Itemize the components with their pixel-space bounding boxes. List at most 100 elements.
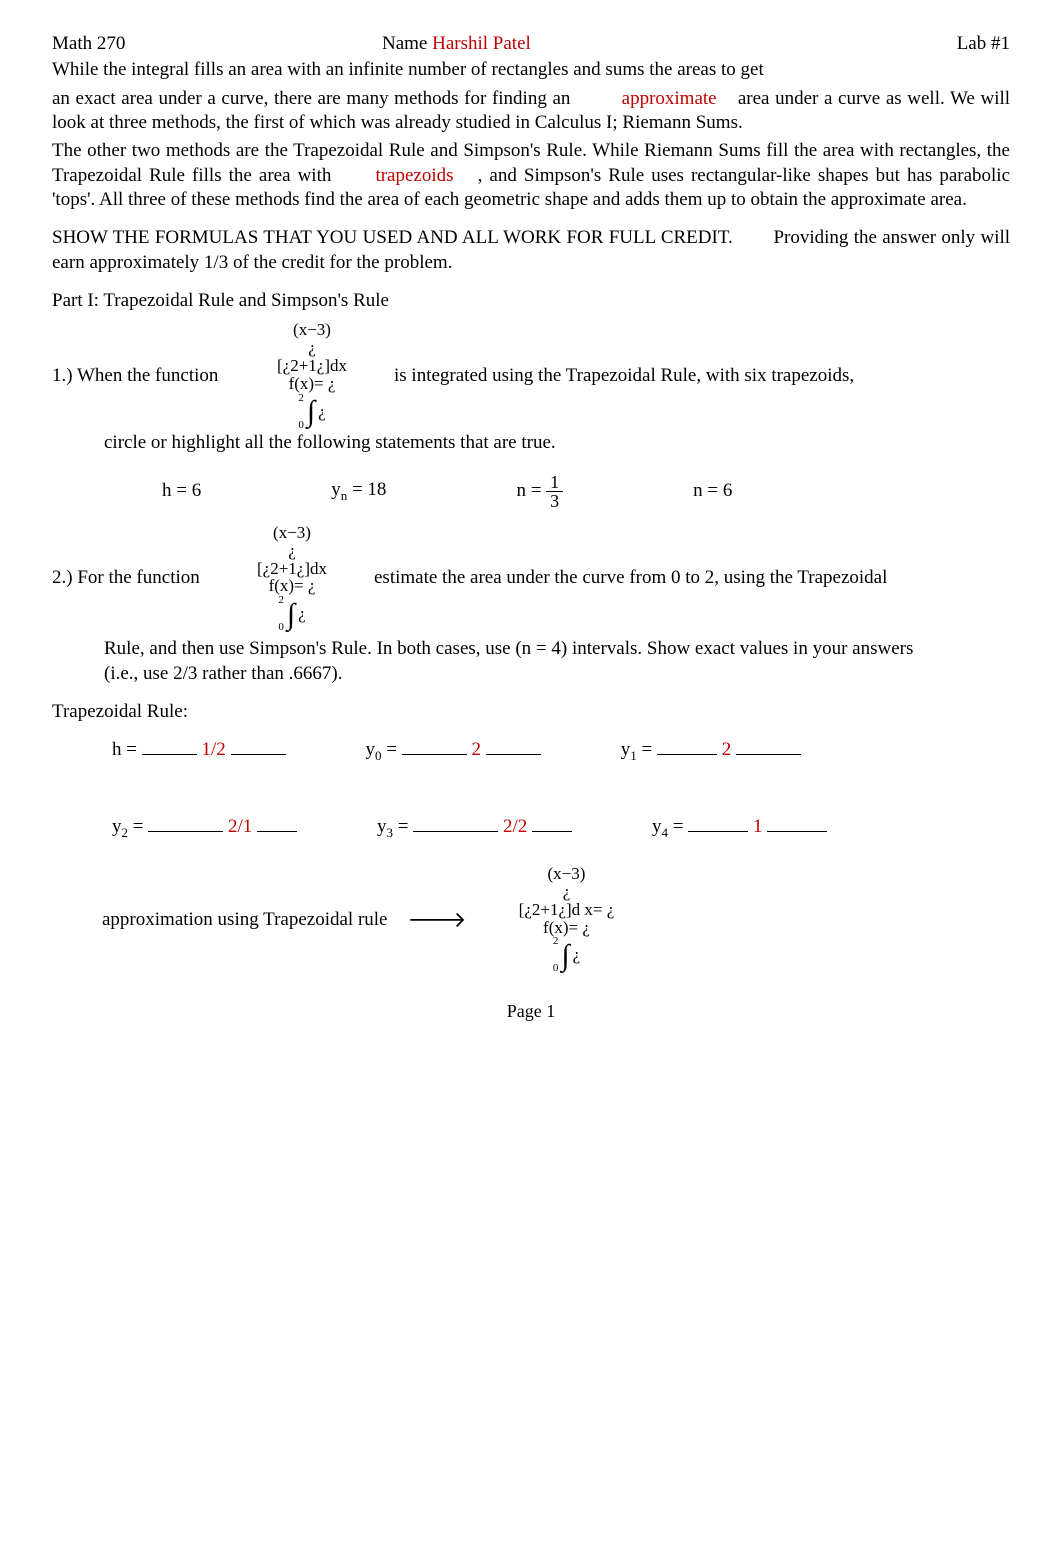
choice-2-rest: = 18 (347, 479, 386, 500)
int-limits: 2 0 (298, 393, 304, 431)
integral-icon: ∫ (307, 398, 315, 425)
math-int: 2 0 ∫ ¿ (222, 595, 362, 633)
y2-value: 2/1 (228, 816, 252, 837)
h-item: h = 1/2 (112, 738, 286, 762)
blank (142, 754, 197, 755)
math-l2: ¿ (222, 542, 362, 560)
name-block: Name Harshil Patel (382, 32, 930, 56)
math-int: 2 0 ∫ ¿ (242, 393, 382, 431)
trap-title: Trapezoidal Rule: (52, 700, 1010, 724)
y0-label: y (366, 739, 376, 760)
y4-label: y (652, 816, 662, 837)
choice-4: n = 6 (693, 479, 732, 503)
math-l1: (x−3) (222, 524, 362, 542)
choice-2: yn = 18 (331, 478, 386, 504)
math-l4: f(x)= ¿ (242, 375, 382, 393)
h-label: h = (112, 739, 142, 760)
math-l2: ¿ (242, 339, 382, 357)
q1-lead: 1.) When the function (52, 364, 242, 388)
math-l3: [¿2+1¿]dx (222, 560, 362, 578)
math-l4: f(x)= ¿ (486, 919, 646, 937)
course-code: Math 270 (52, 32, 382, 56)
int-lower: 0 (553, 963, 559, 974)
math-int: 2 0 ∫ ¿ (486, 936, 646, 974)
choice-1: h = 6 (162, 479, 201, 503)
blank (148, 831, 223, 832)
y0-item: y0 = 2 (366, 738, 541, 764)
y1-item: y1 = 2 (621, 738, 801, 764)
blank (736, 754, 801, 755)
choice-3-lead: n = (516, 480, 546, 501)
blank (532, 831, 572, 832)
math-l1: (x−3) (242, 321, 382, 339)
choice-3: n = 1 3 (516, 473, 563, 510)
q2-lead: 2.) For the function (52, 566, 222, 590)
intro-line-2: an exact area under a curve, there are m… (52, 87, 1010, 136)
blank (688, 831, 748, 832)
lab-number: Lab #1 (930, 32, 1010, 56)
integral-icon: ∫ (561, 942, 569, 969)
intro-para-2: The other two methods are the Trapezoida… (52, 139, 1010, 212)
q1-tail: is integrated using the Trapezoidal Rule… (382, 364, 1010, 388)
approx-math: (x−3) ¿ [¿2+1¿]d x= ¿ f(x)= ¿ 2 0 ∫ ¿ (486, 865, 646, 974)
integral-icon: ∫ (287, 601, 295, 628)
math-l3: [¿2+1¿]dx (242, 357, 382, 375)
y2-item: y2 = 2/1 (112, 815, 297, 841)
int-upper: 2 (553, 936, 559, 947)
int-body: ¿ (573, 946, 581, 964)
name-label: Name (382, 33, 427, 54)
page-number: Page 1 (52, 1000, 1010, 1023)
blank (413, 831, 498, 832)
blank (257, 831, 297, 832)
blank (657, 754, 717, 755)
math-l2: ¿ (486, 883, 646, 901)
int-limits: 2 0 (553, 936, 559, 974)
int-upper: 2 (298, 393, 304, 404)
approx-row: approximation using Trapezoidal rule 🡒 (… (102, 865, 1010, 974)
blank (486, 754, 541, 755)
intro-line-1: While the integral fills an area with an… (52, 58, 1010, 82)
int-body: ¿ (318, 403, 326, 421)
int-lower: 0 (298, 420, 304, 431)
blank (231, 754, 286, 755)
page: Math 270 Name Harshil Patel Lab #1 While… (0, 0, 1062, 1561)
intro-blank-1: approximate (622, 88, 717, 109)
y3-item: y3 = 2/2 (377, 815, 572, 841)
arrow-icon: 🡒 (407, 906, 466, 934)
y0-eq: = (382, 739, 402, 760)
y0-value: 2 (471, 739, 481, 760)
y3-value: 2/2 (503, 816, 527, 837)
blank (767, 831, 827, 832)
y2-eq: = (128, 816, 148, 837)
credit-bold: SHOW THE FORMULAS THAT YOU USED AND ALL … (52, 227, 733, 248)
math-l1: (x−3) (486, 865, 646, 883)
choice-3-frac: 1 3 (546, 473, 563, 510)
frac-num: 1 (546, 473, 563, 492)
y4-value: 1 (753, 816, 763, 837)
y3-eq: = (393, 816, 413, 837)
question-1: 1.) When the function (x−3) ¿ [¿2+1¿]dx … (52, 321, 1010, 430)
int-limits: 2 0 (278, 595, 284, 633)
q1-choices: h = 6 yn = 18 n = 1 3 n = 6 (162, 473, 1010, 510)
y1-eq: = (637, 739, 657, 760)
fill-row-1: h = 1/2 y0 = 2 y1 = 2 (112, 738, 1010, 764)
header-row: Math 270 Name Harshil Patel Lab #1 (52, 32, 1010, 56)
fill-row-2: y2 = 2/1 y3 = 2/2 y4 = 1 (112, 815, 1010, 841)
q1-math: (x−3) ¿ [¿2+1¿]dx f(x)= ¿ 2 0 ∫ ¿ (242, 321, 382, 430)
q2-sub: Rule, and then use Simpson's Rule. In bo… (104, 637, 934, 686)
q1-sub: circle or highlight all the following st… (104, 431, 1010, 455)
int-upper: 2 (278, 595, 284, 606)
int-lower: 0 (278, 622, 284, 633)
name-value: Harshil Patel (432, 33, 531, 54)
y1-label: y (621, 739, 631, 760)
int-body: ¿ (298, 605, 306, 623)
question-2: 2.) For the function (x−3) ¿ [¿2+1¿]dx f… (52, 524, 1010, 633)
y4-item: y4 = 1 (652, 815, 827, 841)
y2-label: y (112, 816, 122, 837)
intro-blank-2: trapezoids (375, 165, 453, 186)
y1-value: 2 (722, 739, 732, 760)
y4-eq: = (668, 816, 688, 837)
choice-2-y: y (331, 479, 341, 500)
q2-tail: estimate the area under the curve from 0… (362, 566, 1010, 590)
y3-label: y (377, 816, 387, 837)
